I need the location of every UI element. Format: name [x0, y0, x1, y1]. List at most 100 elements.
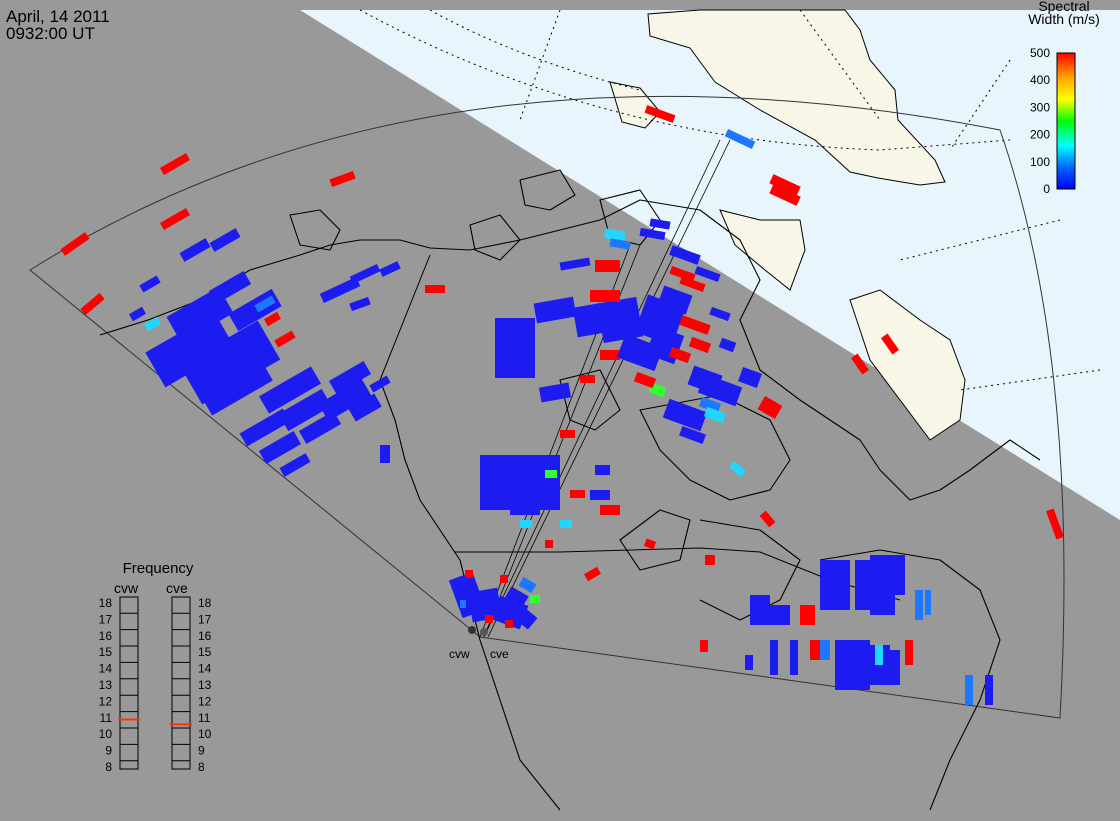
- echo-patch: [520, 520, 532, 528]
- echo-patch: [600, 350, 620, 360]
- echo-patch: [545, 470, 557, 478]
- colorbar-gradient: [1056, 52, 1076, 190]
- freq-bar-east: [171, 596, 191, 770]
- freq-scale-label: 11: [198, 711, 211, 725]
- echo-patch: [533, 296, 577, 324]
- echo-patch: [465, 570, 473, 578]
- colorbar-tick-label: 200: [1030, 128, 1050, 142]
- echo-patch: [160, 153, 190, 175]
- echo-patch: [329, 170, 356, 188]
- echo-patch: [925, 590, 931, 615]
- echo-patch: [790, 640, 798, 675]
- echo-patch: [538, 382, 572, 403]
- echo-patch: [600, 505, 620, 515]
- echo-patch: [259, 366, 321, 414]
- echo-patch: [875, 645, 883, 665]
- echo-patch: [880, 650, 900, 685]
- echo-patch: [850, 353, 870, 375]
- echo-patch: [738, 367, 762, 388]
- timestamp-block: April, 14 2011 0932:00 UT: [6, 8, 110, 42]
- echo-patch: [649, 218, 671, 230]
- echo-patch: [560, 520, 572, 528]
- echo-patch: [697, 373, 743, 407]
- echo-patch: [145, 312, 235, 388]
- echo-patch: [669, 245, 701, 265]
- echo-patch: [718, 337, 737, 353]
- colorbar-tick-label: 0: [1043, 182, 1050, 196]
- echo-patch: [679, 315, 711, 335]
- echo-patch: [580, 375, 595, 383]
- freq-scale-label: 8: [105, 760, 112, 774]
- echo-patch: [209, 228, 241, 252]
- graticule: [359, 9, 1101, 391]
- freq-scale-label: 9: [198, 744, 205, 758]
- echo-patch: [254, 295, 276, 313]
- echo-patch: [769, 184, 801, 206]
- echo-patch: [500, 355, 530, 375]
- freq-scale-label: 15: [99, 645, 113, 659]
- echo-patch: [559, 257, 591, 271]
- echo-patch: [500, 575, 508, 583]
- freq-scale-label: 16: [99, 629, 113, 643]
- echo-patch: [915, 590, 923, 620]
- colorbar-ticks: 500 400 300 200 100 0: [1030, 46, 1050, 196]
- echo-patch: [604, 228, 626, 242]
- freq-scale-label: 8: [198, 760, 205, 774]
- echo-patch: [129, 306, 146, 322]
- radar-label-east: cve: [490, 647, 509, 661]
- echo-patch: [800, 605, 815, 625]
- echo-patch: [518, 576, 537, 594]
- freq-scale-label: 15: [198, 645, 212, 659]
- echo-patch: [349, 264, 381, 284]
- echo-patch: [668, 346, 692, 364]
- echo-patch: [160, 208, 190, 230]
- echo-patch: [319, 277, 361, 303]
- echo-patch: [729, 461, 746, 477]
- echo-patch: [505, 620, 513, 628]
- freq-scale-label: 16: [198, 629, 212, 643]
- echo-patch: [1046, 508, 1064, 540]
- freq-col-east: cve: [166, 580, 188, 596]
- freq-scale-label: 18: [99, 596, 113, 610]
- freq-bar-west: [119, 596, 139, 770]
- radar-site-cvw: [468, 626, 476, 634]
- colorbar-tick-label: 300: [1030, 100, 1050, 114]
- baffin-land: [849, 289, 966, 441]
- freq-scale-label: 12: [198, 694, 212, 708]
- echo-patch: [460, 600, 466, 608]
- echo-patch: [584, 566, 601, 582]
- echo-patch: [485, 615, 493, 623]
- echo-patch: [724, 129, 756, 149]
- colorbar-title-line1: Spectral: [1038, 0, 1090, 14]
- echo-patch: [698, 396, 722, 414]
- echo-patch: [639, 227, 666, 241]
- colorbar-title: Spectral Width (m/s): [1010, 0, 1118, 26]
- freq-scale-label: 17: [99, 612, 113, 626]
- echo-patch: [810, 640, 820, 660]
- echo-patch: [349, 296, 371, 312]
- fov-outline: [29, 95, 1065, 719]
- echo-patch: [590, 290, 620, 302]
- echo-patch: [318, 378, 372, 422]
- echo-patch: [703, 406, 727, 424]
- echo-patch: [144, 316, 161, 332]
- echo-patch: [965, 675, 973, 705]
- echoes-layer: [60, 105, 1064, 705]
- echo-patch: [769, 174, 801, 196]
- echo-patch: [595, 260, 620, 272]
- echo-patch: [770, 640, 778, 675]
- time-label: 0932:00 UT: [6, 24, 95, 43]
- freq-col-west: cvw: [114, 580, 139, 596]
- echo-patch: [379, 261, 401, 277]
- echo-patch: [657, 285, 693, 315]
- echo-patch: [644, 105, 676, 123]
- echo-patch: [985, 675, 993, 705]
- date-label: April, 14 2011: [6, 7, 110, 26]
- colorbar-title-line2: Width (m/s): [1028, 11, 1100, 27]
- echo-patch: [512, 605, 538, 630]
- echo-patch: [643, 538, 657, 550]
- echo-patch: [595, 465, 610, 475]
- echo-patch: [425, 285, 445, 293]
- echo-patch: [596, 296, 644, 344]
